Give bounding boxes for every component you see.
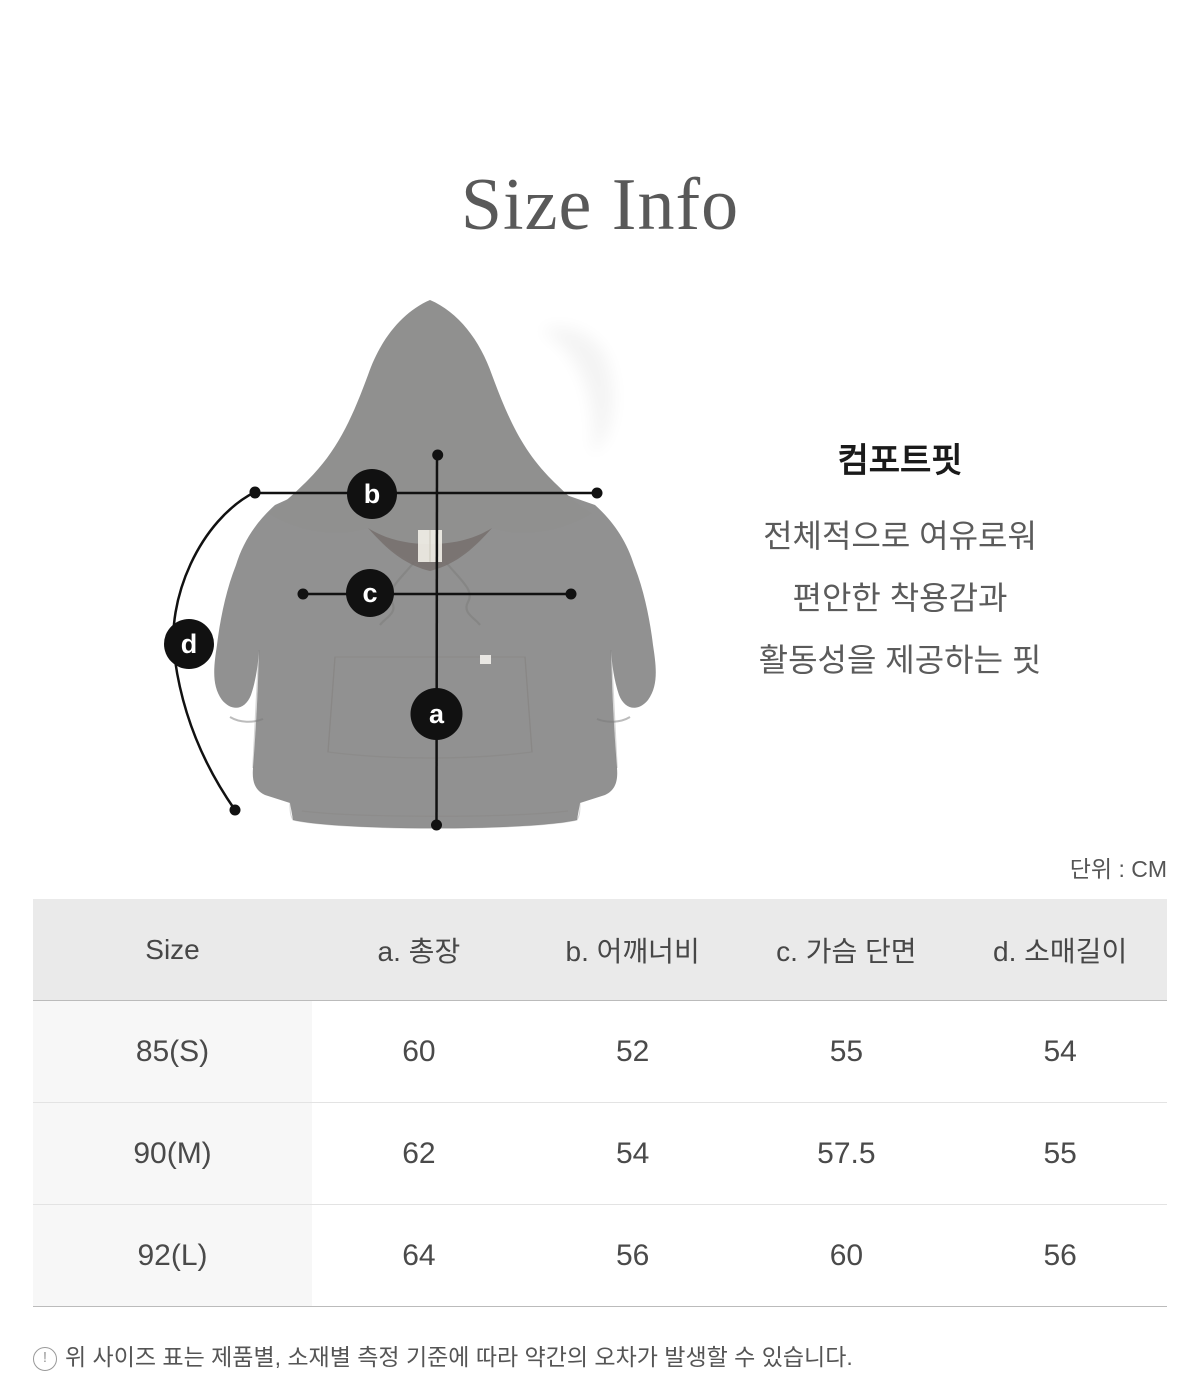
svg-text:c: c <box>362 578 377 608</box>
svg-text:d: d <box>181 629 198 659</box>
svg-text:b: b <box>364 479 381 509</box>
svg-text:a: a <box>429 699 445 729</box>
